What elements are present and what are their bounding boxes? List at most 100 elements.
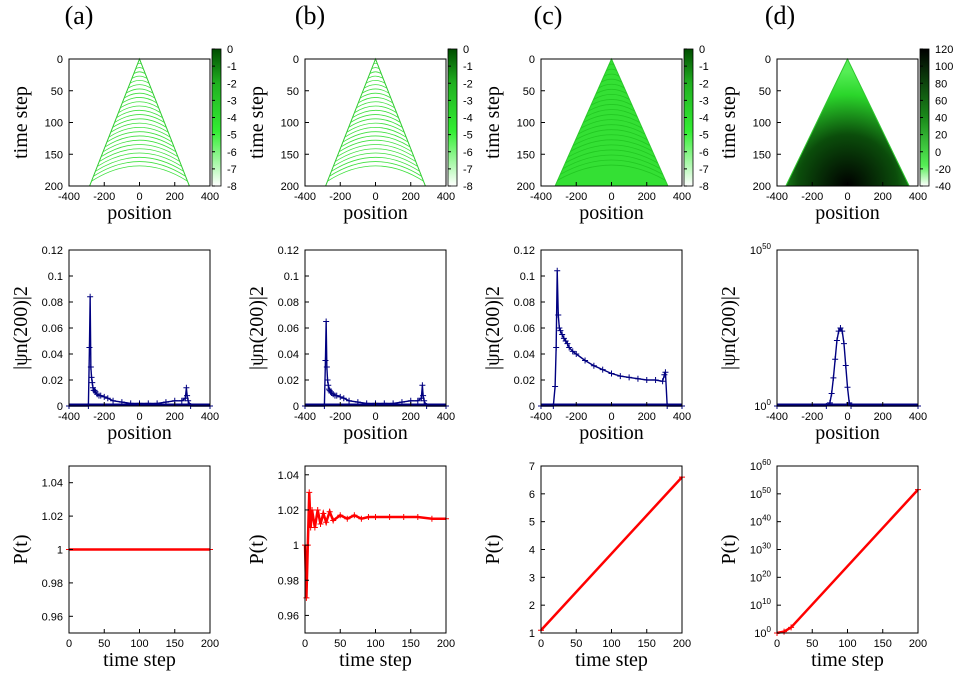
data-point [599,366,606,373]
panel-header: (c) [534,1,563,30]
colorbar-tick-label: -4 [227,113,237,125]
x-axis-label: position [107,422,171,444]
y-tick-label: 0.12 [278,245,299,257]
y-tick-label: 1010 [750,597,772,612]
data-point [840,340,847,347]
y-tick-label: 50 [523,86,535,98]
data-point [97,392,104,399]
heatmap-band [346,122,405,133]
y-axis-label: P(t) [10,535,32,565]
y-tick-label: 100 [45,118,63,130]
colorbar-tick-label: 100 [935,61,953,73]
heatmap-band [133,71,146,74]
y-axis-label: P(t) [482,535,504,565]
chart-a-row1 [88,48,222,187]
chart-c-row2 [538,267,685,409]
colorbar-tick-label: -8 [699,181,709,193]
x-tick-label: 200 [638,411,656,423]
x-tick-label: -200 [565,191,587,203]
chart-c-row3 [538,474,685,634]
x-tick-label: -200 [93,191,115,203]
data-point [837,325,844,331]
y-tick-label: 0.06 [514,323,535,335]
data-point [428,515,435,522]
y-tick-label: 0.08 [278,297,299,309]
plot-frame [304,465,447,634]
chart-d-row1 [785,48,930,187]
heatmap-band [603,73,620,77]
heatmap-band [95,156,184,172]
x-tick-label: -400 [766,191,788,203]
x-tick-label: 50 [334,638,346,650]
colorbar-tick-label: -5 [699,130,709,142]
x-tick-label: 200 [874,191,892,203]
heatmap-band [123,92,156,99]
y-axis-label: |ψn(200)|2 [482,286,504,370]
data-point [91,387,98,394]
heatmap-band [567,144,656,158]
colorbar-tick-label: -6 [463,147,473,159]
data-point [372,513,379,520]
data-point [365,513,372,520]
y-tick-label: 200 [517,181,535,193]
y-tick-label: 1050 [750,242,772,257]
data-point [323,364,330,370]
colorbar-tick-label: 120 [935,44,953,56]
data-point [634,375,641,382]
data-point [830,374,837,381]
y-tick-label: 0.04 [42,349,63,361]
x-axis-label: position [107,202,171,224]
x-tick-label: 0 [372,411,378,423]
data-point [661,371,668,378]
heatmap-band [348,118,403,128]
heatmap-band [583,114,640,123]
x-tick-label: 100 [602,638,620,650]
chart-d-row2 [774,249,921,409]
heatmap-band [359,92,392,99]
data-point [573,351,580,357]
panel-header: (a) [65,1,94,30]
heatmap-band [356,101,395,109]
y-tick-label: 0.02 [514,375,535,387]
y-tick-label: 0.04 [514,349,535,361]
heatmap-band [557,164,666,181]
y-tick-label: 1060 [750,458,772,473]
plot-frame [776,465,919,634]
series-line [540,476,683,632]
y-tick-label: 6 [529,489,535,501]
y-tick-label: 0 [293,54,299,66]
colorbar-tick-label: -5 [227,130,237,142]
colorbar-tick-label: 80 [935,78,947,90]
data-point [582,357,589,364]
y-tick-label: 0.02 [42,375,63,387]
x-axis-label: time step [103,649,176,671]
colorbar-tick-label: -5 [463,130,473,142]
y-tick-label: 0.98 [42,578,63,590]
data-point [311,524,318,531]
heatmap-band [601,78,622,83]
heatmap-band [97,152,182,167]
heatmap-band [338,139,413,153]
x-tick-label: 200 [402,191,420,203]
data-point [414,513,421,520]
colorbar-tick-label: 0 [227,44,233,56]
x-tick-label: -200 [801,411,823,423]
y-tick-label: 5 [529,517,535,529]
y-tick-label: 0.96 [278,610,299,622]
series-line [777,326,918,407]
heatmap-band [135,67,144,70]
y-tick-label: 50 [287,86,299,98]
heatmap-band [108,127,171,138]
data-point [110,397,117,404]
colorbar-tick-label: 20 [935,130,947,142]
data-point [183,384,190,391]
x-tick-label: 0 [844,411,850,423]
series-line [69,296,210,407]
y-tick-label: 0.06 [42,323,63,335]
heatmap-cone [88,57,191,187]
colorbar-tick-label: -8 [227,181,237,193]
heatmap-band [110,122,169,133]
heatmap-band [116,109,163,118]
colorbar-tick-label: 0 [699,44,705,56]
y-tick-label: 1.02 [278,505,299,517]
